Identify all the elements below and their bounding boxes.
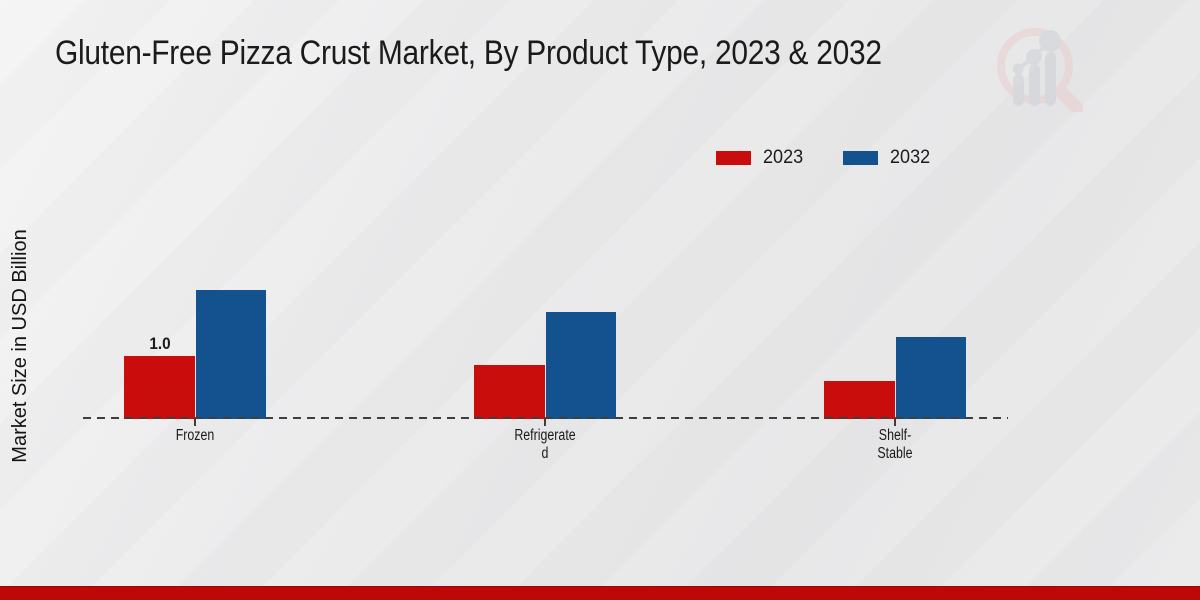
chart-title: Gluten-Free Pizza Crust Market, By Produ…: [55, 34, 882, 72]
bar-2032-refrigerated: [546, 312, 616, 419]
legend-item-2032: 2032: [843, 147, 932, 169]
bar-2023-frozen: [124, 356, 195, 419]
footer-red-strip: [0, 586, 1200, 600]
bar-2032-frozen: [196, 290, 266, 419]
x-axis-tick-shelf-stable: [894, 419, 896, 426]
bar-2023-refrigerated: [474, 365, 545, 419]
market-research-future-logo-icon: [993, 24, 1088, 117]
legend-swatch-2023: [716, 151, 751, 165]
bar-2023-shelf-stable: [824, 381, 895, 419]
x-axis-tick-frozen: [194, 419, 196, 426]
legend-label-2023: 2023: [763, 147, 804, 168]
legend-label-2032: 2032: [890, 147, 931, 168]
x-tick-label-refrigerated: Refrigerate d: [514, 427, 576, 462]
x-tick-label-shelf-stable: Shelf- Stable: [877, 427, 913, 462]
x-axis-baseline: [83, 417, 1008, 419]
x-tick-label-frozen: Frozen: [175, 427, 215, 444]
x-axis-tick-refrigerated: [544, 419, 546, 426]
legend: 2023 2032: [716, 147, 933, 169]
bar-value-label: 1.0: [148, 334, 171, 353]
legend-swatch-2032: [843, 151, 879, 165]
legend-item-2023: 2023: [716, 147, 805, 169]
bar-2032-shelf-stable: [896, 337, 966, 419]
